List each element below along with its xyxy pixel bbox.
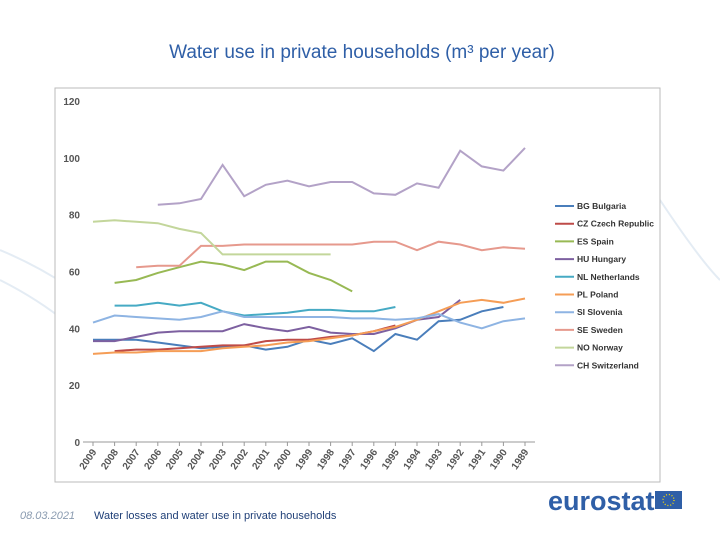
footer-date: 08.03.2021	[20, 510, 75, 522]
series-line	[92, 219, 331, 256]
legend-label: CZ Czech Republic	[577, 219, 654, 229]
legend-label: NL Netherlands	[577, 272, 640, 282]
series-line	[93, 306, 504, 353]
slide-title: Water use in private households (m³ per …	[169, 42, 555, 63]
series-line	[136, 240, 526, 269]
legend-label: CH Switzerland	[577, 360, 639, 370]
y-tick-label: 100	[63, 154, 80, 165]
legend-label: NO Norway	[577, 343, 623, 353]
legend-label: HU Hungary	[577, 254, 626, 264]
series-line	[92, 310, 526, 330]
legend-label: PL Poland	[577, 290, 618, 300]
legend-label: SE Sweden	[577, 325, 623, 335]
chart-frame	[54, 87, 661, 483]
decoration	[659, 199, 720, 281]
y-tick-label: 0	[74, 438, 80, 449]
y-tick-label: 20	[69, 381, 81, 392]
legend-label: SI Slovenia	[577, 307, 623, 317]
eu-stars	[662, 493, 675, 507]
series-line	[93, 299, 461, 343]
y-tick-label: 40	[69, 324, 81, 335]
logo: eurostat	[548, 486, 655, 516]
legend-label: ES Spain	[577, 236, 614, 246]
y-tick-label: 80	[69, 211, 81, 222]
eu-flag	[655, 491, 682, 509]
legend-label: BG Bulgaria	[577, 201, 626, 211]
series-line	[92, 297, 526, 355]
y-tick-label: 60	[69, 268, 81, 279]
series-line	[114, 260, 353, 293]
series-line	[157, 147, 526, 206]
series-line	[114, 301, 396, 317]
footer-text: Water losses and water use in private ho…	[94, 510, 337, 522]
y-tick-label: 120	[63, 97, 80, 108]
